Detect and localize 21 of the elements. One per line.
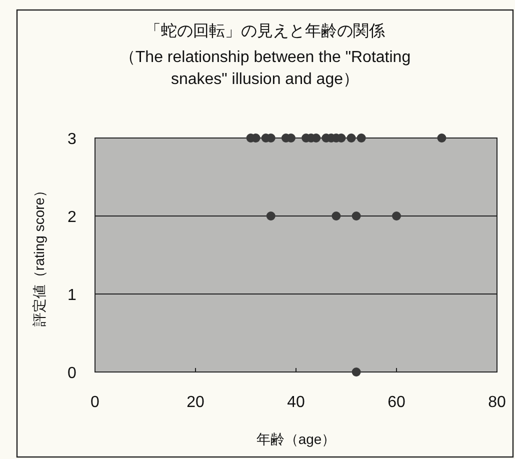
point xyxy=(266,212,276,220)
point xyxy=(437,134,446,142)
y-tick-label: 2 xyxy=(68,209,77,226)
x-tick-label: 20 xyxy=(186,394,204,411)
point xyxy=(352,368,361,376)
y-tick-label: 1 xyxy=(68,287,77,304)
x-tick-label: 80 xyxy=(488,394,506,411)
point xyxy=(352,212,361,220)
y-tick-label: 3 xyxy=(68,131,77,148)
point xyxy=(332,212,341,220)
point xyxy=(346,134,356,142)
chart-title: 「蛇の回転」の見えと年齢の関係 xyxy=(145,22,385,40)
x-tick-label: 0 xyxy=(90,394,100,411)
point xyxy=(356,134,366,142)
x-tick-label: 40 xyxy=(287,394,305,411)
x-tick-label: 60 xyxy=(388,394,406,411)
chart-subtitle: （The relationship between the "Rotating snakes" illusion and age） xyxy=(119,49,411,88)
y-tick-label: 0 xyxy=(68,365,77,382)
point xyxy=(392,212,401,220)
y-axis-title: 評定値（rating score） xyxy=(31,183,47,327)
x-axis-title: 年齢（age） xyxy=(256,431,336,447)
